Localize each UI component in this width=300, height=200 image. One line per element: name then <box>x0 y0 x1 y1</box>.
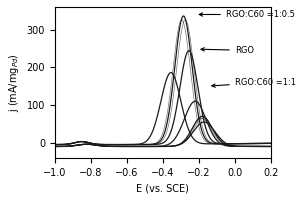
X-axis label: E (vs. SCE): E (vs. SCE) <box>136 183 189 193</box>
Text: RGO: RGO <box>201 46 254 55</box>
Text: RGO:C60 =1:0.5: RGO:C60 =1:0.5 <box>199 10 295 19</box>
Text: RGO:C60 =1:1: RGO:C60 =1:1 <box>212 78 296 87</box>
Y-axis label: j (mA/mg$_{Pd}$): j (mA/mg$_{Pd}$) <box>7 53 21 112</box>
